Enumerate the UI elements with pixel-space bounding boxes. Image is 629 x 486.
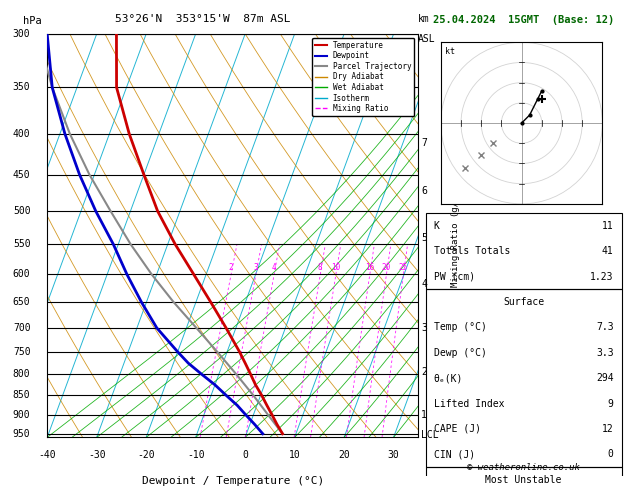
Text: 11: 11 — [602, 221, 614, 231]
Bar — [426, 213, 621, 289]
Text: 550: 550 — [13, 239, 30, 249]
Text: 20: 20 — [338, 450, 350, 459]
Text: 41: 41 — [602, 246, 614, 256]
Text: Mixing Ratio (g/kg): Mixing Ratio (g/kg) — [451, 185, 460, 287]
Text: 700: 700 — [13, 323, 30, 333]
Text: 25.04.2024  15GMT  (Base: 12): 25.04.2024 15GMT (Base: 12) — [433, 15, 615, 25]
Text: 600: 600 — [13, 269, 30, 279]
Text: CIN (J): CIN (J) — [434, 450, 475, 459]
Text: 3.3: 3.3 — [596, 348, 614, 358]
Text: 400: 400 — [13, 129, 30, 139]
Text: Dewpoint / Temperature (°C): Dewpoint / Temperature (°C) — [142, 476, 324, 486]
Text: Most Unstable: Most Unstable — [486, 475, 562, 485]
Text: 800: 800 — [13, 369, 30, 379]
Text: 53°26'N  353°15'W  87m ASL: 53°26'N 353°15'W 87m ASL — [115, 14, 291, 24]
Text: 9: 9 — [608, 399, 614, 409]
Text: Dewp (°C): Dewp (°C) — [434, 348, 487, 358]
Text: -30: -30 — [88, 450, 106, 459]
Text: 7.3: 7.3 — [596, 322, 614, 332]
Text: 10: 10 — [331, 263, 340, 272]
Bar — [426, 289, 621, 467]
Text: 8: 8 — [318, 263, 323, 272]
Text: 4: 4 — [421, 278, 427, 289]
Text: 3: 3 — [421, 323, 427, 333]
Text: 1.23: 1.23 — [590, 272, 614, 281]
Text: 750: 750 — [13, 347, 30, 357]
Text: 0: 0 — [608, 450, 614, 459]
Text: Lifted Index: Lifted Index — [434, 399, 504, 409]
Text: 450: 450 — [13, 170, 30, 180]
Text: 10: 10 — [289, 450, 301, 459]
Text: 300: 300 — [13, 29, 30, 39]
Text: © weatheronline.co.uk: © weatheronline.co.uk — [467, 463, 580, 471]
Text: LCL: LCL — [421, 430, 439, 440]
Text: 350: 350 — [13, 83, 30, 92]
Text: 294: 294 — [596, 373, 614, 383]
Text: PW (cm): PW (cm) — [434, 272, 475, 281]
Text: hPa: hPa — [23, 16, 42, 26]
Text: -10: -10 — [187, 450, 204, 459]
Text: 850: 850 — [13, 390, 30, 400]
Text: 4: 4 — [272, 263, 276, 272]
Text: 2: 2 — [229, 263, 233, 272]
Text: K: K — [434, 221, 440, 231]
Text: Surface: Surface — [503, 297, 544, 307]
Text: 2: 2 — [421, 367, 427, 377]
Text: 12: 12 — [602, 424, 614, 434]
Text: 500: 500 — [13, 206, 30, 216]
Text: 900: 900 — [13, 410, 30, 420]
Text: 30: 30 — [387, 450, 399, 459]
Text: 0: 0 — [242, 450, 248, 459]
Text: CAPE (J): CAPE (J) — [434, 424, 481, 434]
Text: 5: 5 — [421, 233, 427, 243]
Text: Totals Totals: Totals Totals — [434, 246, 510, 256]
Text: -20: -20 — [137, 450, 155, 459]
Text: Temp (°C): Temp (°C) — [434, 322, 487, 332]
Text: 950: 950 — [13, 429, 30, 439]
Text: 20: 20 — [382, 263, 391, 272]
Text: 1: 1 — [421, 410, 427, 419]
Text: kt: kt — [445, 48, 455, 56]
Text: θₑ(K): θₑ(K) — [434, 373, 463, 383]
Text: 16: 16 — [365, 263, 374, 272]
Text: 6: 6 — [421, 186, 427, 196]
Text: 7: 7 — [421, 138, 427, 148]
Text: km: km — [418, 14, 430, 24]
Text: 3: 3 — [253, 263, 258, 272]
Legend: Temperature, Dewpoint, Parcel Trajectory, Dry Adiabat, Wet Adiabat, Isotherm, Mi: Temperature, Dewpoint, Parcel Trajectory… — [312, 38, 415, 116]
Text: 25: 25 — [399, 263, 408, 272]
Text: -40: -40 — [38, 450, 56, 459]
Bar — [426, 467, 621, 486]
Text: 650: 650 — [13, 297, 30, 307]
Text: ASL: ASL — [418, 34, 436, 44]
